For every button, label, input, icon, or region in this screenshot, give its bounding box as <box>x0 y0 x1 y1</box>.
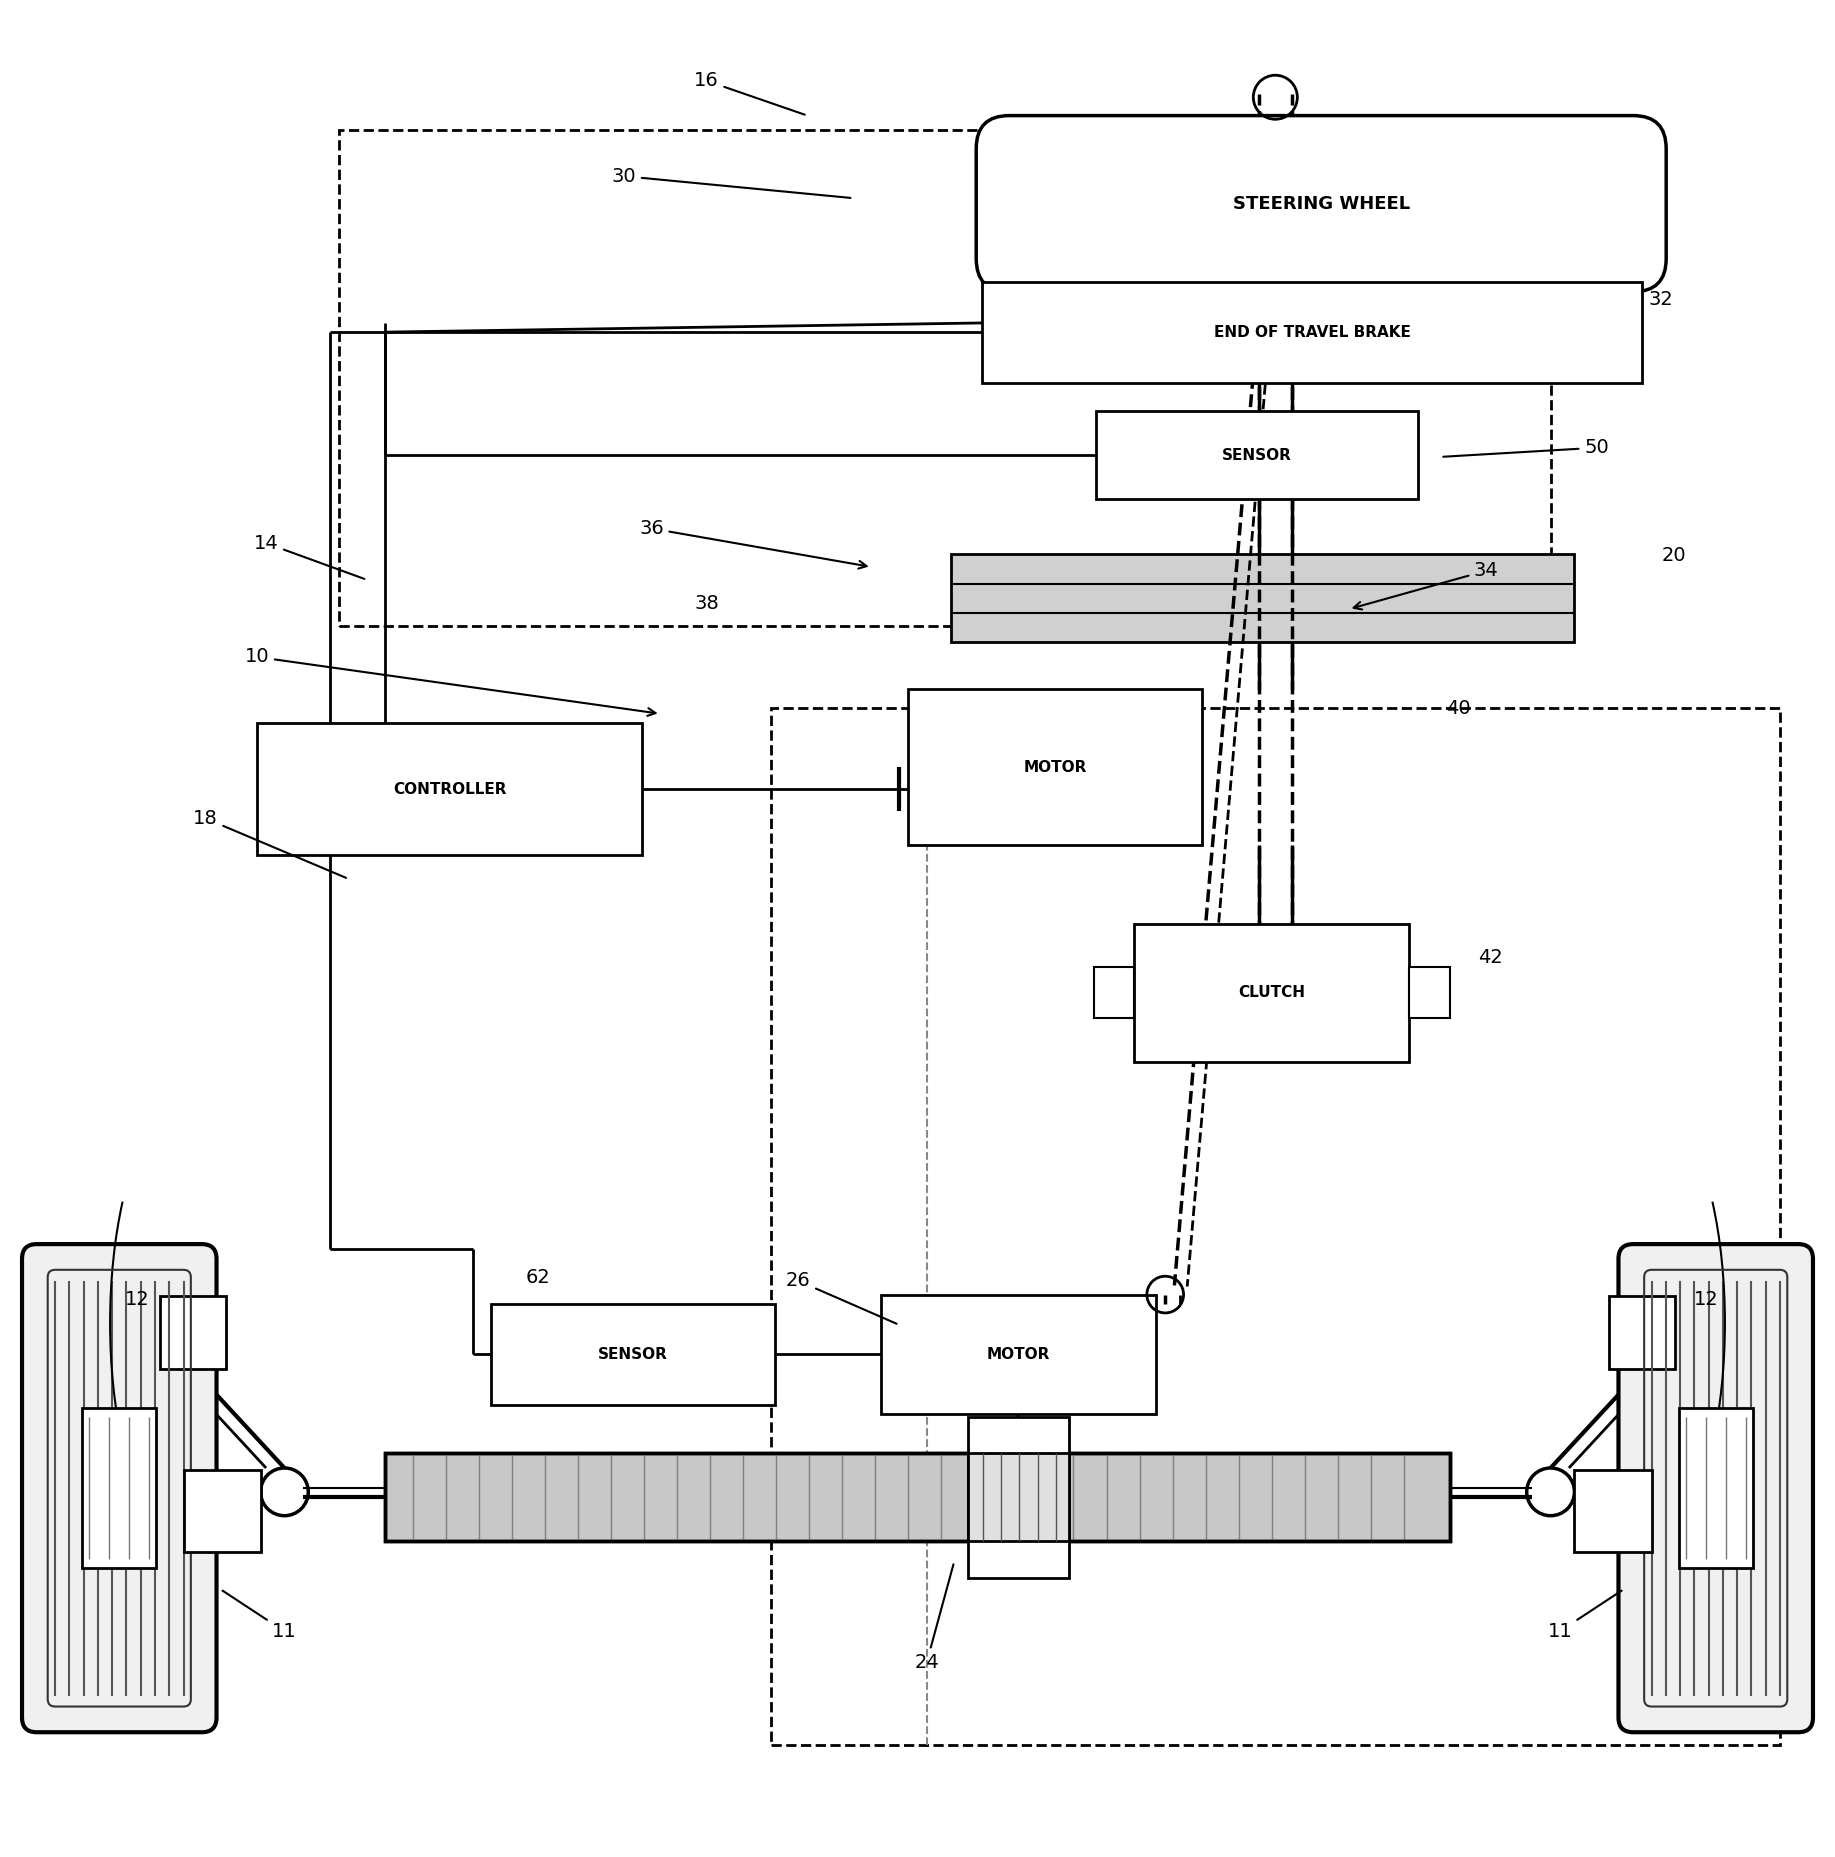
Bar <box>982 282 1642 383</box>
Text: 18: 18 <box>193 810 347 878</box>
Text: 12: 12 <box>125 1289 150 1309</box>
Text: 20: 20 <box>1661 546 1686 566</box>
Bar <box>969 1417 1070 1578</box>
Text: 12: 12 <box>1694 1289 1719 1309</box>
Text: 30: 30 <box>611 167 850 199</box>
Text: 40: 40 <box>1446 698 1472 719</box>
Bar <box>1097 410 1417 500</box>
Text: END OF TRAVEL BRAKE: END OF TRAVEL BRAKE <box>1213 325 1411 340</box>
FancyBboxPatch shape <box>976 115 1666 292</box>
Text: MOTOR: MOTOR <box>1024 760 1086 774</box>
Text: 10: 10 <box>244 648 655 715</box>
Text: 16: 16 <box>694 71 806 115</box>
Text: CONTROLLER: CONTROLLER <box>393 782 506 797</box>
Text: SENSOR: SENSOR <box>1222 448 1292 462</box>
Text: 42: 42 <box>1477 949 1503 967</box>
Text: 24: 24 <box>914 1564 954 1671</box>
Text: 50: 50 <box>1444 438 1609 457</box>
Bar <box>908 689 1202 845</box>
Bar <box>385 1454 1450 1541</box>
Bar <box>1094 967 1134 1018</box>
Text: SENSOR: SENSOR <box>598 1346 668 1361</box>
Bar <box>1574 1471 1652 1552</box>
Bar <box>385 1454 1450 1541</box>
Text: 26: 26 <box>785 1272 897 1324</box>
FancyBboxPatch shape <box>1618 1244 1813 1733</box>
Bar <box>771 708 1780 1746</box>
Bar <box>881 1294 1156 1413</box>
Text: MOTOR: MOTOR <box>987 1346 1050 1361</box>
Text: 38: 38 <box>694 594 719 613</box>
Bar <box>1679 1408 1752 1569</box>
Bar <box>951 553 1574 643</box>
Bar <box>490 1304 774 1404</box>
Bar <box>184 1471 261 1552</box>
Text: CLUTCH: CLUTCH <box>1239 986 1305 1001</box>
Text: 34: 34 <box>1354 561 1499 609</box>
Text: 11: 11 <box>222 1591 297 1642</box>
Bar <box>83 1408 156 1569</box>
Bar <box>257 722 642 854</box>
Bar <box>969 1454 1070 1541</box>
Bar <box>1134 925 1409 1062</box>
Text: 11: 11 <box>1547 1591 1622 1642</box>
Text: STEERING WHEEL: STEERING WHEEL <box>1233 195 1409 214</box>
Bar <box>160 1296 226 1369</box>
Text: 62: 62 <box>525 1268 550 1287</box>
Text: 36: 36 <box>639 518 866 568</box>
Text: 32: 32 <box>1648 290 1674 308</box>
Bar <box>1609 1296 1675 1369</box>
Bar <box>339 130 1551 626</box>
Text: 14: 14 <box>253 533 365 579</box>
FancyBboxPatch shape <box>22 1244 217 1733</box>
Bar <box>1409 967 1450 1018</box>
